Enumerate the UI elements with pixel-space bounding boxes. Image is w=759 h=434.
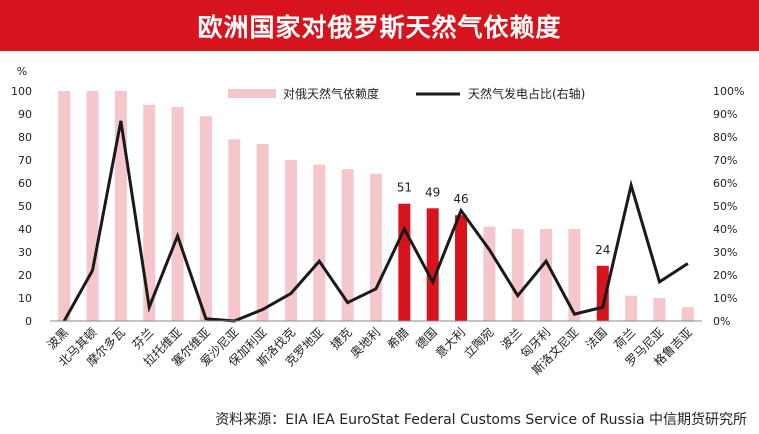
bar-德国 — [426, 208, 439, 321]
category-label-立陶宛: 立陶宛 — [460, 325, 496, 361]
right-tick-label: 10% — [713, 292, 737, 305]
bar-拉托维亚 — [171, 107, 184, 321]
right-tick-label: 20% — [713, 269, 737, 282]
legend-bar-swatch — [228, 89, 276, 98]
category-label-法国: 法国 — [583, 325, 610, 352]
data-label-意大利: 46 — [453, 192, 468, 206]
bar-克罗地亚 — [313, 164, 326, 321]
data-label-希腊: 51 — [397, 181, 412, 195]
title-bar: 欧洲国家对俄罗斯天然气依赖度 — [0, 0, 759, 51]
legend-bar-label: 对俄天然气依赖度 — [283, 86, 379, 101]
right-tick-label: 80% — [713, 131, 737, 144]
bar-希腊 — [398, 203, 411, 321]
left-tick-label: 20 — [18, 269, 32, 282]
data-label-法国: 24 — [595, 243, 610, 257]
category-label-意大利: 意大利 — [432, 325, 468, 361]
left-tick-label: 90 — [18, 108, 32, 121]
left-tick-label: 40 — [18, 223, 32, 236]
category-label-奥地利: 奥地利 — [348, 325, 383, 360]
right-tick-label: 100% — [713, 85, 744, 98]
bar-塞尔维亚 — [199, 116, 212, 321]
bar-北马其顿 — [86, 91, 99, 321]
left-tick-label: 50 — [18, 200, 32, 213]
right-tick-label: 60% — [713, 177, 737, 190]
right-tick-label: 70% — [713, 154, 737, 167]
left-tick-label: 10 — [18, 292, 32, 305]
bar-意大利 — [455, 215, 468, 321]
left-axis-unit: % — [17, 65, 27, 78]
bar-荷兰 — [625, 295, 638, 321]
bar-斯洛文尼亚 — [568, 229, 581, 321]
bar-奥地利 — [370, 173, 382, 321]
source-note: 资料来源：EIA IEA EuroStat Federal Customs Se… — [215, 412, 747, 428]
left-tick-label: 30 — [18, 246, 32, 259]
left-tick-label: 80 — [18, 131, 32, 144]
right-tick-label: 40% — [713, 223, 737, 236]
bar-斯洛伐克 — [284, 160, 297, 321]
chart: % 0 10 20 30 40 50 60 70 80 90 100 0% 10% 20% 30% 40% 50%… — [11, 65, 744, 378]
bar-匈牙利 — [540, 229, 553, 321]
right-tick-label: 30% — [713, 246, 737, 259]
left-tick-label: 100 — [11, 85, 32, 98]
right-tick-label: 50% — [713, 200, 737, 213]
left-tick-label: 70 — [18, 154, 32, 167]
bar-芬兰 — [143, 104, 156, 321]
bar-立陶宛 — [483, 226, 496, 321]
data-label-德国: 49 — [425, 185, 440, 199]
category-label-希腊: 希腊 — [384, 325, 412, 353]
bar-保加利亚 — [256, 143, 269, 321]
bar-格鲁吉亚 — [681, 307, 694, 321]
right-tick-label: 0% — [713, 315, 730, 328]
left-tick-label: 0 — [25, 315, 32, 328]
right-tick-label: 90% — [713, 108, 737, 121]
chart-title: 欧洲国家对俄罗斯天然气依赖度 — [197, 12, 562, 42]
left-tick-label: 60 — [18, 177, 32, 190]
bar-罗马尼亚 — [653, 298, 666, 321]
bar-爱沙尼亚 — [228, 139, 241, 321]
bar-波黑 — [58, 91, 71, 321]
legend-line-label: 天然气发电占比(右轴) — [468, 86, 585, 101]
bar-波兰 — [511, 229, 524, 321]
bar-捷克 — [341, 169, 354, 321]
